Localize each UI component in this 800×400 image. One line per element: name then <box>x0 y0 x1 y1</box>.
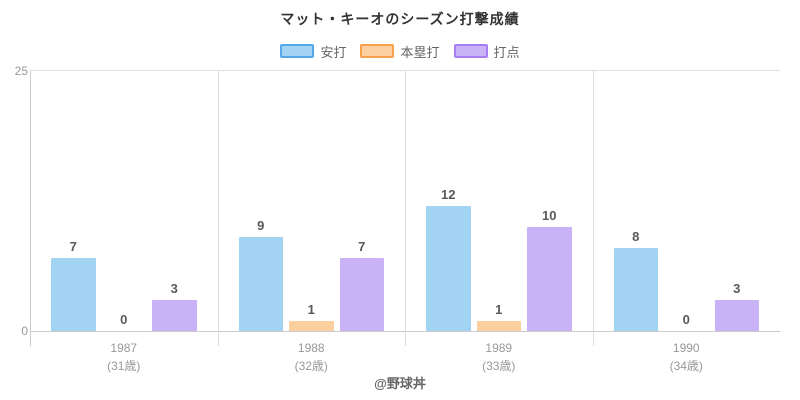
bar-打点-1989[interactable] <box>527 227 572 331</box>
plot-area: 0 25 7 0 3 1987 (31歳) 9 1 7 1988 (32歳) 12 1 10 1989 (33歳… <box>15 64 780 373</box>
bar-value-label: 8 <box>632 229 640 244</box>
bar-value-label: 3 <box>733 281 741 296</box>
bar-value-label: 7 <box>358 239 366 254</box>
x-tick-label-group: 1990 (34歳) <box>593 339 781 375</box>
group-separator-line <box>217 71 219 346</box>
bar-value-label: 0 <box>120 312 128 327</box>
x-tick-label-group: 1988 (32歳) <box>218 339 406 375</box>
bar-value-label: 9 <box>257 218 265 233</box>
x-tick-label-group: 1987 (31歳) <box>30 339 218 375</box>
chart-title: マット・キーオのシーズン打撃成績 <box>280 11 520 27</box>
bar-打点-1988[interactable] <box>339 258 384 331</box>
bar-value-label: 10 <box>542 208 557 223</box>
bar-value-label: 7 <box>69 239 77 254</box>
legend-item-3[interactable]: 打点 <box>453 42 520 61</box>
bar-安打-1990[interactable] <box>613 248 658 331</box>
bar-value-label: 12 <box>441 187 456 202</box>
legend-label: 安打 <box>320 44 347 60</box>
bar-value-label: 1 <box>495 302 503 317</box>
x-tick-age: (33歳) <box>482 359 516 373</box>
legend-swatch-icon <box>360 44 395 58</box>
y-tick-label: 0 <box>21 324 28 338</box>
bar-本塁打-1988[interactable] <box>289 321 334 331</box>
footer-credit: @野球丼 <box>374 376 426 391</box>
legend: 安打 本塁打 打点 <box>0 42 800 61</box>
bar-打点-1990[interactable] <box>714 300 759 331</box>
bar-value-label: 0 <box>682 312 690 327</box>
group-separator-line <box>405 71 406 346</box>
bar-本塁打-1989[interactable] <box>476 321 521 331</box>
y-tick-label: 25 <box>14 64 28 78</box>
group-separator-line <box>592 71 594 346</box>
bar-安打-1987[interactable] <box>51 258 96 331</box>
x-tick-age: (31歳) <box>107 359 141 373</box>
x-tick-year: 1988 <box>297 341 325 355</box>
x-tick-age: (32歳) <box>294 359 328 373</box>
x-tick-label-group: 1989 (33歳) <box>405 339 593 375</box>
x-tick-year: 1990 <box>672 341 700 355</box>
x-tick-year: 1987 <box>110 341 138 355</box>
bar-安打-1988[interactable] <box>238 237 283 331</box>
y-axis-line <box>30 71 31 346</box>
x-tick-age: (34歳) <box>669 359 703 373</box>
legend-swatch-icon <box>453 44 488 58</box>
bar-安打-1989[interactable] <box>426 206 471 331</box>
bar-打点-1987[interactable] <box>152 300 197 331</box>
bar-value-label: 3 <box>170 281 178 296</box>
legend-item-1[interactable]: 安打 <box>280 42 346 61</box>
legend-label: 打点 <box>493 44 520 60</box>
bar-value-label: 1 <box>307 302 315 317</box>
legend-swatch-icon <box>280 44 315 58</box>
legend-item-2[interactable]: 本塁打 <box>360 42 440 61</box>
x-tick-year: 1989 <box>485 341 513 355</box>
legend-label: 本塁打 <box>400 44 440 60</box>
